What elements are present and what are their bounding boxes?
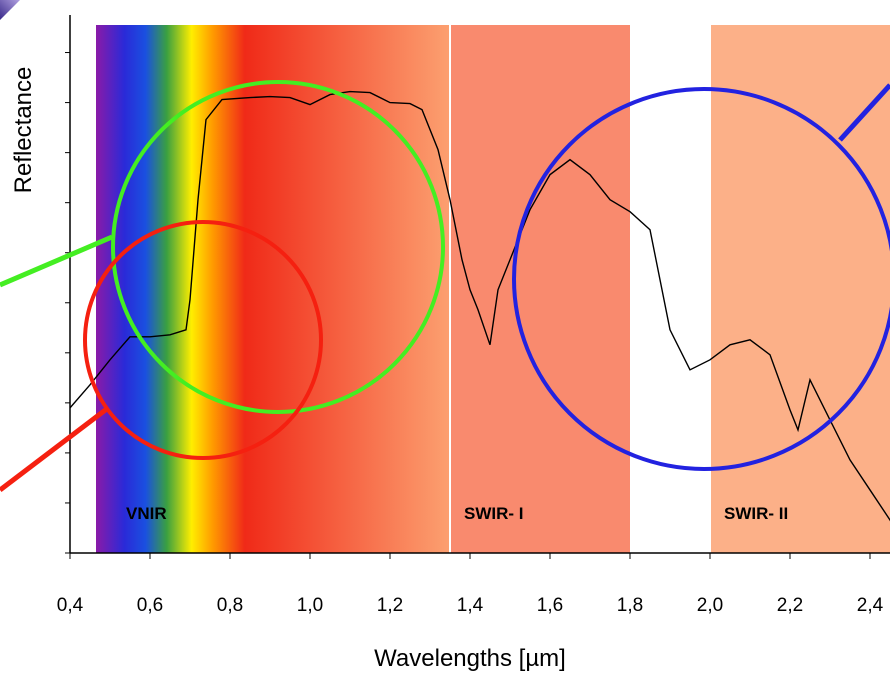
- band-label: VNIR: [126, 504, 167, 523]
- green-circle: [111, 80, 445, 414]
- x-tick-label: 2,0: [697, 595, 723, 616]
- band-label: SWIR- II: [724, 504, 788, 523]
- band-label: SWIR- I: [464, 504, 524, 523]
- spectrum-line: [69, 90, 890, 522]
- x-tick-label: 0,8: [217, 595, 243, 616]
- blue-circle: [512, 87, 890, 471]
- band: [710, 25, 890, 553]
- x-tick-label: 0,6: [137, 595, 163, 616]
- x-tick-label: 1,2: [377, 595, 403, 616]
- highlight-circles: [0, 80, 890, 492]
- green-connector: [0, 234, 113, 288]
- band: [96, 25, 450, 553]
- x-tick-label: 1,8: [617, 595, 643, 616]
- corner-decoration: [0, 0, 20, 20]
- x-tick-label: 2,2: [777, 595, 803, 616]
- y-axis-label: Reflectance: [10, 67, 37, 194]
- red-connector: [0, 406, 110, 492]
- x-tick-label: 1,0: [297, 595, 323, 616]
- x-tick-label: 1,4: [457, 595, 484, 616]
- x-tick-label: 1,6: [537, 595, 563, 616]
- x-tick-label: 2,4: [857, 595, 884, 616]
- band: [450, 25, 630, 553]
- blue-connector: [838, 83, 890, 142]
- x-tick-label: 0,4: [57, 595, 84, 616]
- x-axis-label: Wavelengths [µm]: [374, 645, 566, 672]
- red-circle: [83, 220, 323, 460]
